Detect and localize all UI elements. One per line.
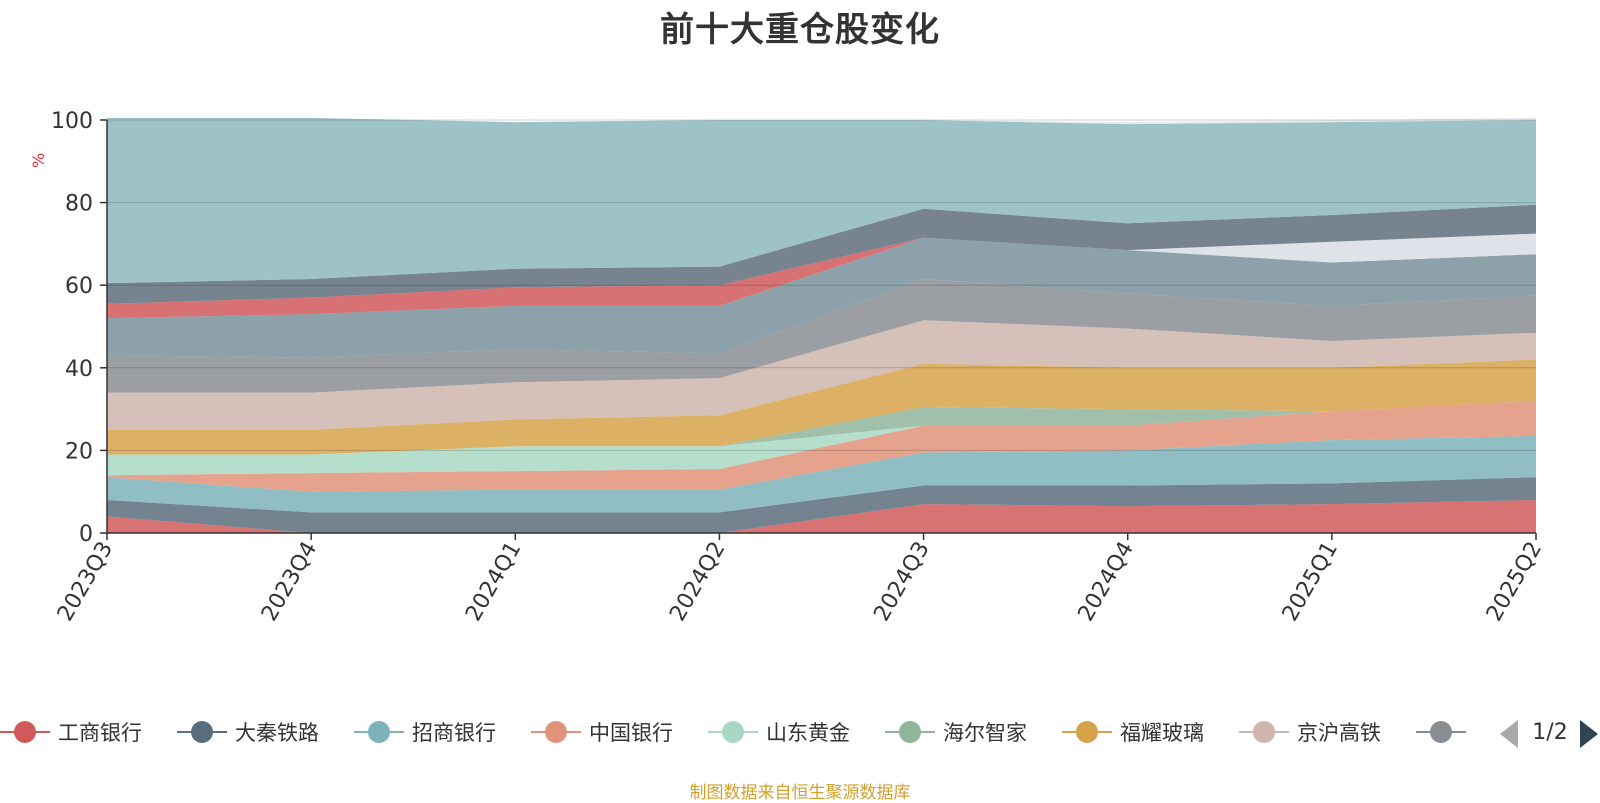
area-series-3: [107, 400, 1536, 492]
legend-label: 大秦铁路: [235, 721, 319, 745]
x-tick-label: 2025Q2: [1482, 538, 1547, 626]
legend-item[interactable]: 中国银行: [531, 712, 673, 752]
legend-label: 京沪高铁: [1297, 721, 1381, 745]
legend-label: 山东黄金: [766, 721, 850, 745]
y-tick-label: 20: [65, 439, 93, 464]
area-series-9: [107, 237, 1536, 358]
area-series-group: [107, 117, 1536, 533]
legend-item[interactable]: 京沪高铁: [1239, 712, 1381, 752]
legend-item[interactable]: 福耀玻璃: [1062, 712, 1204, 752]
area-series-14: [107, 117, 1536, 125]
legend-item[interactable]: 海尔智家: [885, 712, 1027, 752]
legend-item[interactable]: 大秦铁路: [177, 712, 319, 752]
legend-marker-icon: [177, 721, 227, 743]
data-source-footer: 制图数据来自恒生聚源数据库: [689, 783, 911, 803]
legend: 工商银行 大秦铁路 招商银行 中国银行 山东黄金 海尔智家 福耀玻璃 京沪高铁: [0, 712, 1490, 752]
legend-marker-icon: [0, 721, 50, 743]
y-tick-label: 100: [51, 109, 93, 134]
y-tick-label: 40: [65, 357, 93, 382]
area-series-10: [107, 233, 1536, 319]
legend-label: 福耀玻璃: [1120, 721, 1204, 745]
x-tick-label: 2023Q4: [257, 538, 322, 626]
legend-item[interactable]: 招商银行: [354, 712, 496, 752]
legend-marker-icon: [885, 721, 935, 743]
chart-title: 前十大重仓股变化: [660, 10, 940, 50]
legend-pager: 1/2: [1498, 718, 1600, 748]
legend-item[interactable]: [1416, 712, 1474, 752]
area-series-6: [107, 359, 1536, 455]
area-series-2: [107, 435, 1536, 513]
x-tick-label: 2023Q3: [53, 538, 118, 626]
area-series-8: [107, 279, 1536, 393]
legend-label: 招商银行: [412, 721, 496, 745]
area-series-1: [107, 477, 1536, 533]
x-tick-label: 2025Q1: [1278, 538, 1343, 626]
legend-marker-icon: [708, 721, 758, 743]
area-series-7: [107, 320, 1536, 430]
legend-marker-icon: [1062, 721, 1112, 743]
legend-item[interactable]: 山东黄金: [708, 712, 850, 752]
legend-marker-icon: [1416, 721, 1466, 743]
x-tick-label: 2024Q3: [869, 538, 934, 626]
legend-label: 中国银行: [589, 721, 673, 745]
legend-label: 海尔智家: [943, 721, 1027, 745]
area-series-4: [107, 400, 1536, 476]
legend-item[interactable]: 工商银行: [0, 712, 142, 752]
legend-label: 工商银行: [58, 721, 142, 745]
stacked-area-chart: 0 20 40 60 80 100 2023Q3 2023Q4 2024Q1 2024Q2 2024…: [29, 109, 1547, 626]
legend-page-indicator: 1/2: [1532, 720, 1568, 745]
area-series-13: [107, 117, 1536, 284]
y-axis-unit-label: %: [29, 153, 48, 168]
area-series-12: [107, 204, 1536, 304]
legend-marker-icon: [531, 721, 581, 743]
y-tick-label: 60: [65, 274, 93, 299]
x-tick-label: 2024Q4: [1074, 538, 1139, 626]
area-series-11: [107, 233, 1536, 319]
legend-next-page-button[interactable]: [1580, 720, 1598, 748]
legend-marker-icon: [354, 721, 404, 743]
y-tick-label: 0: [79, 522, 93, 547]
x-tick-label: 2024Q2: [665, 538, 730, 626]
legend-marker-icon: [1239, 721, 1289, 743]
legend-prev-page-button[interactable]: [1500, 720, 1518, 748]
area-series-5: [107, 400, 1536, 455]
x-tick-label: 2024Q1: [461, 538, 526, 626]
y-tick-label: 80: [65, 192, 93, 217]
area-series-0: [107, 500, 1536, 533]
